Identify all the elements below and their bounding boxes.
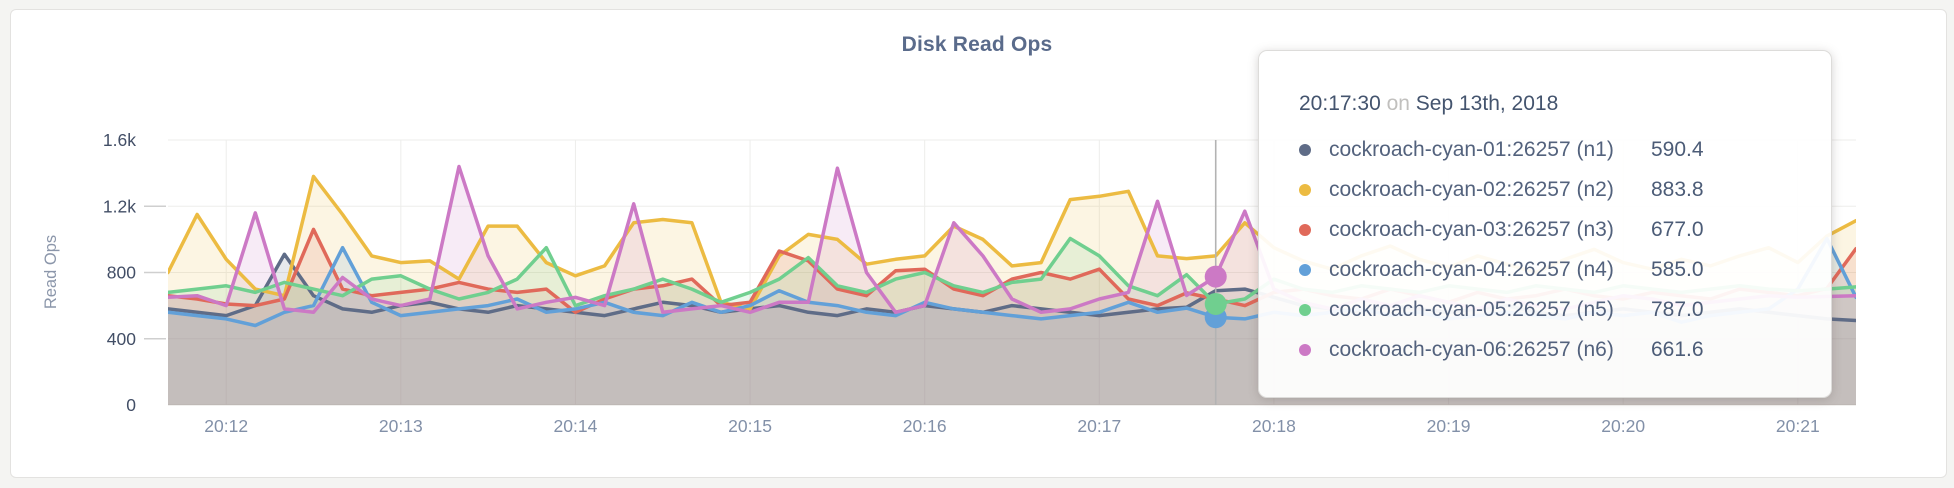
x-tick-label: 20:20 <box>1601 416 1645 436</box>
tooltip-series-value: 590.4 <box>1651 138 1704 161</box>
x-tick-label: 20:12 <box>204 416 248 436</box>
hover-tooltip: 20:17:30 on Sep 13th, 2018 cockroach-cya… <box>1258 50 1832 398</box>
crosshair-dot-n6 <box>1204 265 1227 288</box>
tooltip-series-value: 677.0 <box>1651 218 1704 241</box>
tooltip-series-label: cockroach-cyan-05:26257 (n5) <box>1329 298 1614 321</box>
series-dot-icon <box>1299 344 1311 356</box>
series-dot-icon <box>1299 184 1311 196</box>
y-tick-label: 800 <box>107 263 136 283</box>
x-tick-label: 20:14 <box>554 416 598 436</box>
x-tick-label: 20:21 <box>1776 416 1820 436</box>
tooltip-row: cockroach-cyan-01:26257 (n1) 590.4 <box>1299 130 1801 170</box>
series-dot-icon <box>1299 224 1311 236</box>
tooltip-row: cockroach-cyan-06:26257 (n6) 661.6 <box>1299 330 1801 370</box>
tooltip-conjunction: on <box>1386 92 1410 115</box>
tooltip-date: Sep 13th, 2018 <box>1415 92 1559 115</box>
tooltip-series-label: cockroach-cyan-02:26257 (n2) <box>1329 178 1614 201</box>
x-tick-label: 20:19 <box>1427 416 1471 436</box>
y-tick-label: 1.6k <box>103 130 136 150</box>
tooltip-row: cockroach-cyan-02:26257 (n2) 883.8 <box>1299 170 1801 210</box>
tooltip-series-value: 661.6 <box>1651 338 1704 361</box>
x-tick-label: 20:17 <box>1077 416 1121 436</box>
x-tick-label: 20:18 <box>1252 416 1296 436</box>
tooltip-series-value: 585.0 <box>1651 258 1704 281</box>
series-dot-icon <box>1299 264 1311 276</box>
tooltip-row: cockroach-cyan-03:26257 (n3) 677.0 <box>1299 210 1801 250</box>
series-dot-icon <box>1299 144 1311 156</box>
tooltip-series-value: 883.8 <box>1651 178 1704 201</box>
tooltip-series-label: cockroach-cyan-01:26257 (n1) <box>1329 138 1614 161</box>
y-tick-label: 400 <box>107 329 136 349</box>
tooltip-series-value: 787.0 <box>1651 298 1704 321</box>
tooltip-header: 20:17:30 on Sep 13th, 2018 <box>1299 91 1801 117</box>
y-axis-title: Read Ops <box>42 235 60 309</box>
x-tick-label: 20:13 <box>379 416 423 436</box>
crosshair-dot-n5 <box>1204 292 1227 315</box>
y-tick-label: 1.2k <box>103 196 136 216</box>
tooltip-series-label: cockroach-cyan-03:26257 (n3) <box>1329 218 1614 241</box>
chart-title: Disk Read Ops <box>901 33 1053 56</box>
tooltip-row: cockroach-cyan-04:26257 (n4) 585.0 <box>1299 250 1801 290</box>
x-tick-label: 20:16 <box>903 416 947 436</box>
tooltip-series-label: cockroach-cyan-04:26257 (n4) <box>1329 258 1614 281</box>
tooltip-time: 20:17:30 <box>1299 92 1381 115</box>
series-dot-icon <box>1299 304 1311 316</box>
tooltip-row: cockroach-cyan-05:26257 (n5) 787.0 <box>1299 290 1801 330</box>
y-tick-label: 0 <box>126 395 136 415</box>
x-tick-label: 20:15 <box>728 416 772 436</box>
tooltip-series-label: cockroach-cyan-06:26257 (n6) <box>1329 338 1614 361</box>
